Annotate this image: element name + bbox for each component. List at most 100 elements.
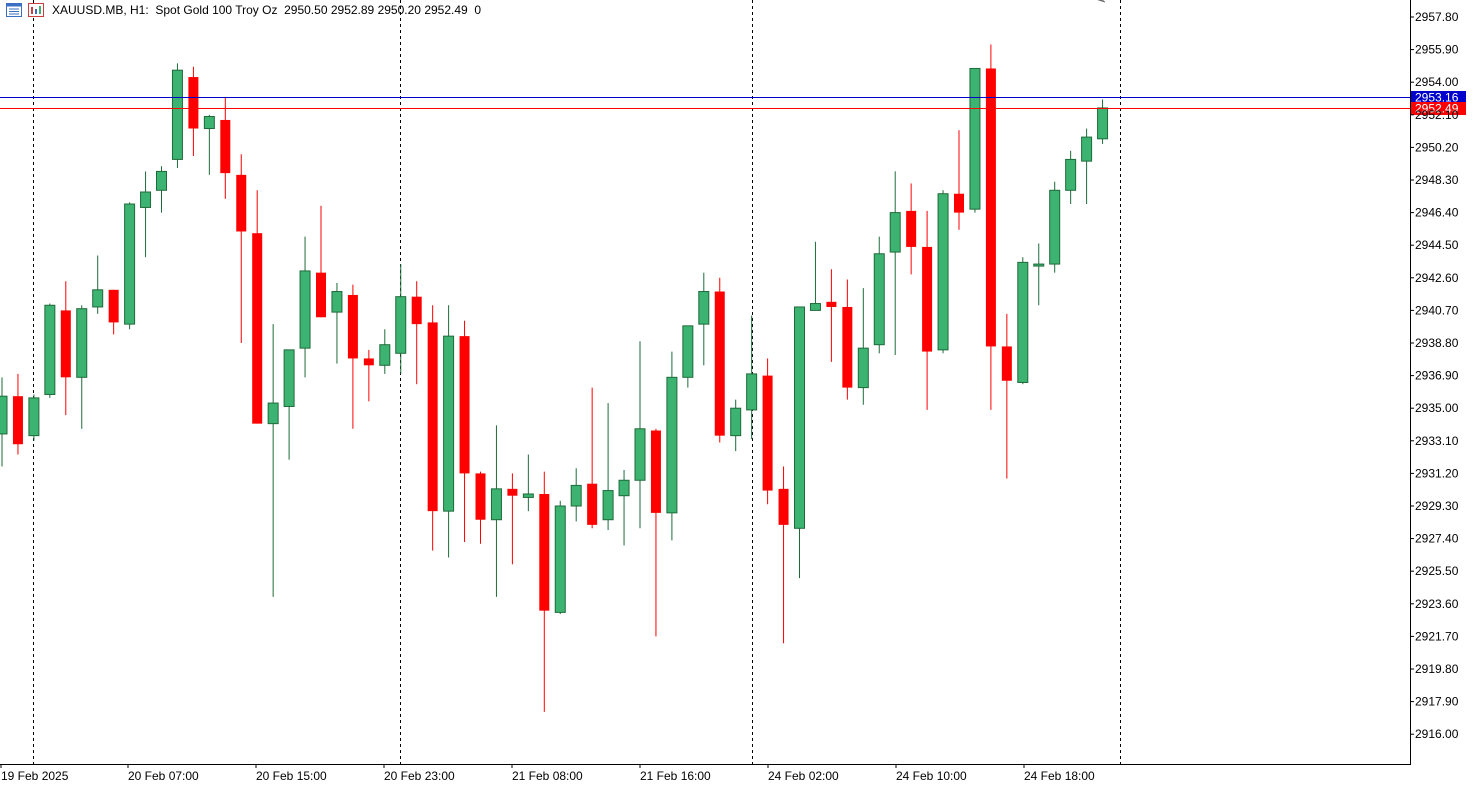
candle-body	[0, 395, 8, 435]
chart-header: XAUUSD.MB, H1: Spot Gold 100 Troy Oz 295…	[6, 1, 481, 19]
candle	[778, 466, 789, 644]
candle-body	[1033, 263, 1045, 267]
candle-body	[969, 67, 981, 210]
candle	[1049, 181, 1061, 273]
candle-body	[539, 493, 550, 611]
candle	[618, 469, 630, 546]
ohlc-low: 2950.20	[377, 3, 421, 17]
candle	[490, 425, 502, 597]
time-tick-label: 21 Feb 08:00	[512, 769, 583, 783]
candle-body	[347, 294, 358, 359]
price-tick-label: 2950.20	[1415, 140, 1459, 154]
candle	[937, 190, 949, 354]
candle	[283, 349, 295, 460]
candle-body	[411, 296, 422, 325]
candle-body	[618, 479, 630, 497]
candle	[140, 171, 152, 258]
time-tick-label: 19 Feb 2025	[1, 769, 69, 783]
candle-body	[922, 246, 933, 352]
time-axis[interactable]: 19 Feb 2025 20 Feb 07:00 20 Feb 15:00 20 Fe…	[0, 764, 1095, 783]
ohlc-close: 2952.49	[424, 3, 468, 17]
candle-body	[108, 289, 119, 323]
price-tick-label: 2925.50	[1415, 564, 1459, 578]
candle-body	[857, 347, 869, 389]
candle-body	[954, 193, 964, 213]
candle-body	[602, 490, 614, 521]
candle-body	[188, 77, 199, 129]
candle-body	[331, 291, 343, 313]
price-tick-label: 2927.40	[1415, 532, 1459, 546]
symbol-description: Spot Gold 100 Troy Oz	[155, 3, 278, 17]
price-axis[interactable]: 2957.80 2955.90 2954.00 2952.10 2950.20 2948.…	[1410, 10, 1459, 741]
candle	[922, 210, 933, 410]
candle-body	[124, 203, 136, 325]
candle	[1097, 99, 1109, 144]
price-tick-label: 2948.30	[1415, 173, 1459, 187]
chart-list-icon[interactable]	[6, 3, 22, 17]
price-tick-label: 2923.60	[1415, 597, 1459, 611]
candle-body	[698, 291, 710, 325]
day-separators	[33, 0, 1121, 764]
price-tick-label: 2940.70	[1415, 303, 1459, 317]
candle-body	[666, 376, 678, 514]
candle-body	[714, 291, 725, 436]
candle	[634, 341, 646, 529]
candle-body	[379, 344, 391, 366]
time-tick-label: 20 Feb 07:00	[128, 769, 199, 783]
candle	[1017, 257, 1029, 385]
timeframe: H1:	[130, 3, 149, 17]
candle	[826, 269, 837, 362]
candle	[267, 324, 279, 597]
candle-body	[778, 488, 789, 525]
candle-body	[236, 174, 247, 232]
price-tick-label: 2917.90	[1415, 695, 1459, 709]
candle-body	[937, 193, 949, 351]
candle-body	[395, 296, 407, 354]
tick-volume: 0	[474, 3, 482, 17]
price-tick-label: 2929.30	[1415, 499, 1459, 513]
candle	[1081, 128, 1093, 205]
candle	[1065, 150, 1077, 205]
price-tick-label: 2957.80	[1415, 10, 1459, 24]
candle-body	[1065, 158, 1077, 191]
candles	[0, 44, 1109, 712]
candle	[507, 473, 518, 565]
candle-body	[490, 488, 502, 521]
candle-body	[140, 191, 152, 208]
candle	[331, 282, 343, 364]
candle	[873, 236, 885, 354]
candle	[809, 241, 821, 311]
candle	[92, 255, 104, 314]
candle	[554, 500, 566, 615]
candle	[347, 284, 358, 429]
candle	[124, 202, 136, 330]
candle	[299, 236, 311, 378]
price-tick-label: 2921.70	[1415, 629, 1459, 643]
candle	[12, 373, 23, 455]
candle-body	[522, 493, 534, 498]
price-tick-label: 2935.00	[1415, 401, 1459, 415]
candle	[570, 468, 582, 522]
candle	[985, 44, 996, 410]
candle	[188, 66, 199, 156]
candle	[316, 205, 326, 318]
bid-price-label: 2952.49	[1415, 102, 1459, 116]
candle	[171, 63, 183, 168]
candle	[475, 471, 486, 544]
candle	[522, 454, 534, 512]
chart-window-icon[interactable]	[28, 3, 44, 17]
candle-body	[1097, 107, 1109, 140]
candle	[842, 279, 853, 400]
candle	[969, 67, 981, 213]
ohlc-open: 2950.50	[284, 3, 328, 17]
candle-body	[171, 69, 183, 160]
candle	[746, 315, 758, 440]
candle	[156, 166, 167, 213]
candle	[203, 114, 215, 175]
time-tick-label: 21 Feb 16:00	[640, 769, 711, 783]
chart-shift-marker	[1098, 0, 1106, 3]
candle-body	[1049, 189, 1061, 265]
